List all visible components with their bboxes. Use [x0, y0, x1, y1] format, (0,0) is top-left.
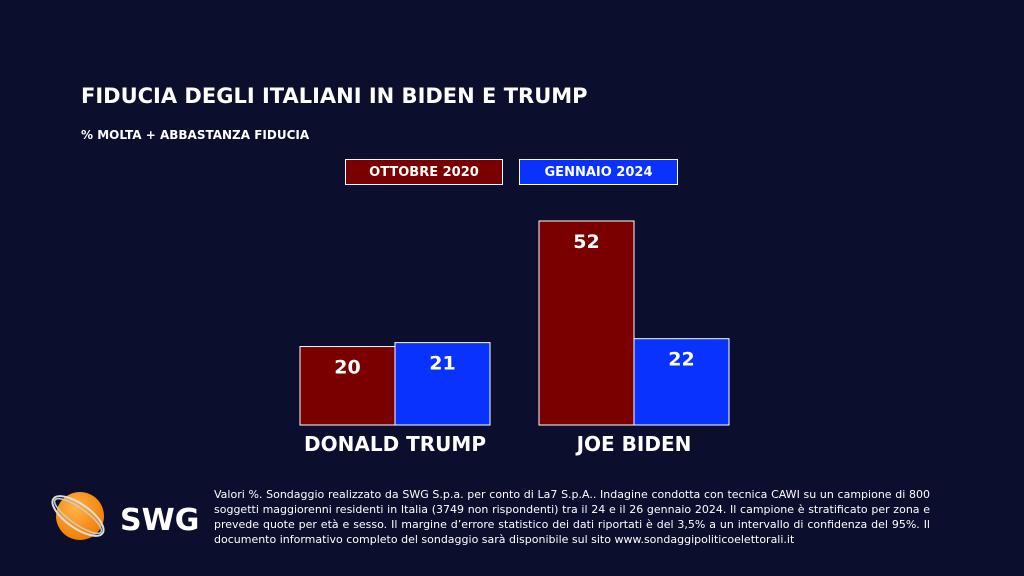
- data-label: 20: [334, 357, 360, 379]
- data-label: 22: [668, 349, 694, 371]
- swg-logo: SWG: [51, 492, 199, 540]
- footnote: Valori %. Sondaggio realizzato da SWG S.…: [214, 488, 930, 546]
- category-label: DONALD TRUMP: [304, 432, 486, 456]
- chart-subtitle: % MOLTA + ABBASTANZA FIDUCIA: [81, 128, 310, 142]
- data-label: 21: [429, 353, 455, 375]
- bar-joe-biden-0: [538, 220, 635, 426]
- bar-donald-trump-0: [299, 346, 396, 426]
- legend-gennaio-2024: GENNAIO 2024: [519, 159, 678, 185]
- bar-joe-biden-1: [633, 338, 730, 426]
- logo-text: SWG: [120, 503, 199, 538]
- legend-ottobre-2020: OTTOBRE 2020: [345, 159, 503, 185]
- chart-title: FIDUCIA DEGLI ITALIANI IN BIDEN E TRUMP: [81, 84, 588, 108]
- data-label: 52: [573, 231, 599, 253]
- bar-donald-trump-1: [394, 342, 491, 426]
- category-label: JOE BIDEN: [575, 432, 692, 456]
